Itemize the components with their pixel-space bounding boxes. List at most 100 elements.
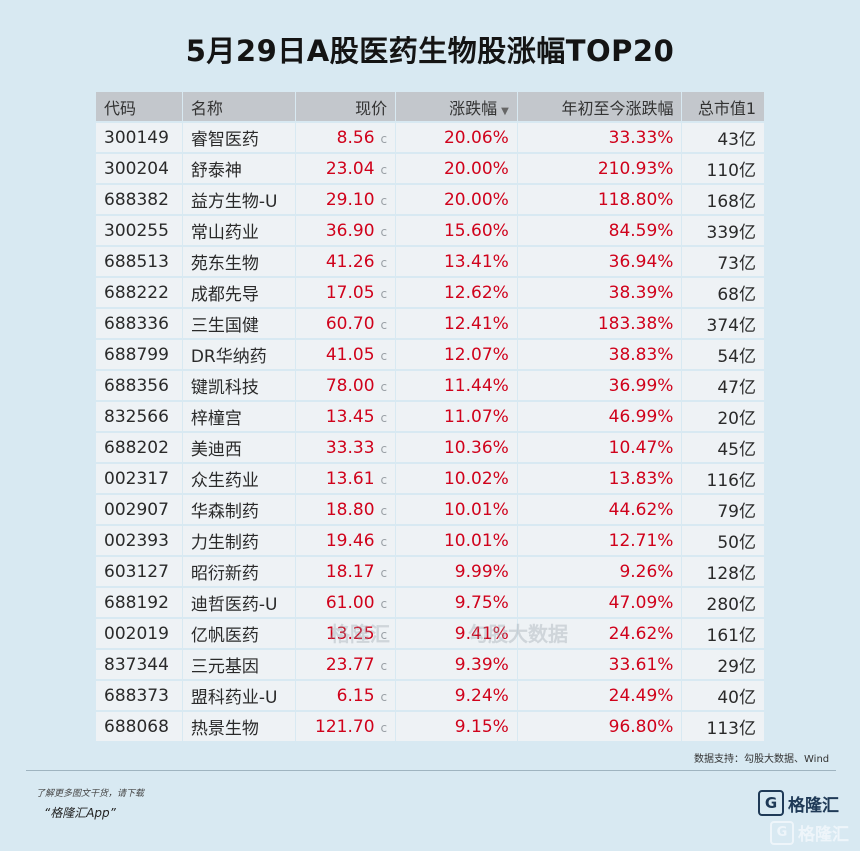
table-row[interactable]: 688373 盟科药业-U 6.15 c 9.24% 24.49% 40亿 xyxy=(96,681,764,710)
cell-change-value: 10.36% xyxy=(443,437,509,458)
cell-change: 11.44% xyxy=(395,371,517,400)
cell-ytd-value: 24.62% xyxy=(608,623,674,644)
cell-cap: 45亿 xyxy=(681,433,764,462)
cell-change-value: 9.41% xyxy=(454,623,509,644)
cell-code-value: 002317 xyxy=(104,468,169,489)
column-header-name[interactable]: 名称 xyxy=(181,92,295,121)
table-row[interactable]: 002317 众生药业 13.61 c 10.02% 13.83% 116亿 xyxy=(96,464,764,493)
price-marker: c xyxy=(380,193,388,208)
cell-price: 61.00 c xyxy=(294,588,396,617)
cell-ytd-value: 13.83% xyxy=(608,468,674,489)
table-row[interactable]: 603127 昭衍新药 18.17 c 9.99% 9.26% 128亿 xyxy=(96,557,764,586)
cell-code-value: 300204 xyxy=(104,158,169,179)
column-header-change[interactable]: 涨跌幅 ▼ xyxy=(395,92,517,121)
cell-cap: 73亿 xyxy=(681,247,764,276)
cell-code: 688068 xyxy=(96,712,182,741)
column-header-ytd[interactable]: 年初至今涨跌幅 xyxy=(516,92,682,121)
cell-code-value: 688799 xyxy=(104,344,169,365)
table-row[interactable]: 688068 热景生物 121.70 c 9.15% 96.80% 113亿 xyxy=(96,712,764,741)
table-row[interactable]: 688356 键凯科技 78.00 c 11.44% 36.99% 47亿 xyxy=(96,371,764,400)
cell-ytd-value: 84.59% xyxy=(608,220,674,241)
cell-name-value: 三生国健 xyxy=(190,316,259,336)
price-marker: c xyxy=(380,410,388,425)
sort-desc-icon[interactable]: ▼ xyxy=(501,105,509,117)
cell-name-value: 舒泰神 xyxy=(190,161,242,181)
cell-name: 苑东生物 xyxy=(181,247,295,276)
cell-change-value: 20.00% xyxy=(443,158,509,179)
table-row[interactable]: 832566 梓橦宫 13.45 c 11.07% 46.99% 20亿 xyxy=(96,402,764,431)
cell-code: 002317 xyxy=(96,464,182,493)
table-body: 300149 睿智医药 8.56 c 20.06% 33.33% 43亿 300204 舒泰神 2… xyxy=(96,123,764,741)
table-row[interactable]: 688513 苑东生物 41.26 c 13.41% 36.94% 73亿 xyxy=(96,247,764,276)
cell-cap-value: 110亿 xyxy=(706,161,756,181)
cell-code-value: 832566 xyxy=(104,406,169,427)
cell-code: 832566 xyxy=(96,402,182,431)
table-row[interactable]: 300204 舒泰神 23.04 c 20.00% 210.93% 110亿 xyxy=(96,154,764,183)
cell-cap: 168亿 xyxy=(681,185,764,214)
table-row[interactable]: 300149 睿智医药 8.56 c 20.06% 33.33% 43亿 xyxy=(96,123,764,152)
cell-change-value: 11.07% xyxy=(443,406,509,427)
cell-price: 8.56 c xyxy=(294,123,396,152)
cell-code: 688799 xyxy=(96,340,182,369)
table-row[interactable]: 300255 常山药业 36.90 c 15.60% 84.59% 339亿 xyxy=(96,216,764,245)
cell-change: 13.41% xyxy=(395,247,517,276)
column-header-price[interactable]: 现价 xyxy=(294,92,396,121)
cell-code-value: 002019 xyxy=(104,623,169,644)
cell-change: 9.15% xyxy=(395,712,517,741)
stock-table: 代码 名称 现价 涨跌幅 ▼ 年初至今涨跌幅 总市值1 300149 睿智医药 8.5… xyxy=(96,90,764,743)
price-marker: c xyxy=(380,162,388,177)
cell-cap-value: 45亿 xyxy=(717,440,756,460)
cell-name: 三生国健 xyxy=(181,309,295,338)
price-marker: c xyxy=(380,627,388,642)
table-row[interactable]: 688192 迪哲医药-U 61.00 c 9.75% 47.09% 280亿 xyxy=(96,588,764,617)
cell-price-value: 19.46 xyxy=(325,530,375,551)
cell-cap: 54亿 xyxy=(681,340,764,369)
cell-change-value: 10.02% xyxy=(443,468,509,489)
cell-price-value: 18.17 xyxy=(325,561,375,582)
table-row[interactable]: 002019 亿帆医药 13.25 c 9.41% 24.62% 161亿 xyxy=(96,619,764,648)
cell-ytd: 13.83% xyxy=(516,464,682,493)
cell-name-value: 梓橦宫 xyxy=(190,409,242,429)
cell-name: 华森制药 xyxy=(181,495,295,524)
cell-cap-value: 47亿 xyxy=(717,378,756,398)
table-row[interactable]: 002393 力生制药 19.46 c 10.01% 12.71% 50亿 xyxy=(96,526,764,555)
cell-change: 15.60% xyxy=(395,216,517,245)
cell-ytd: 44.62% xyxy=(516,495,682,524)
column-header-code[interactable]: 代码 xyxy=(96,92,182,121)
cell-price: 121.70 c xyxy=(294,712,396,741)
cell-cap-value: 43亿 xyxy=(717,130,756,150)
cell-ytd: 46.99% xyxy=(516,402,682,431)
cell-price-value: 78.00 xyxy=(325,375,375,396)
cell-price: 41.05 c xyxy=(294,340,396,369)
table-row[interactable]: 002907 华森制药 18.80 c 10.01% 44.62% 79亿 xyxy=(96,495,764,524)
cell-price: 41.26 c xyxy=(294,247,396,276)
cell-cap-value: 73亿 xyxy=(717,254,756,274)
cell-ytd: 36.94% xyxy=(516,247,682,276)
cell-name-value: 益方生物-U xyxy=(190,192,278,212)
table-row[interactable]: 688222 成都先导 17.05 c 12.62% 38.39% 68亿 xyxy=(96,278,764,307)
column-header-cap[interactable]: 总市值1 xyxy=(681,92,764,121)
cell-change: 11.07% xyxy=(395,402,517,431)
cell-cap-value: 29亿 xyxy=(717,657,756,677)
table-row[interactable]: 837344 三元基因 23.77 c 9.39% 33.61% 29亿 xyxy=(96,650,764,679)
cell-change: 12.62% xyxy=(395,278,517,307)
price-marker: c xyxy=(380,565,388,580)
cell-price-value: 121.70 xyxy=(315,716,375,737)
cell-name: 美迪西 xyxy=(181,433,295,462)
cell-ytd: 47.09% xyxy=(516,588,682,617)
cell-price: 36.90 c xyxy=(294,216,396,245)
cell-cap: 128亿 xyxy=(681,557,764,586)
cell-price-value: 6.15 xyxy=(336,685,375,706)
cell-change: 10.01% xyxy=(395,495,517,524)
table-row[interactable]: 688799 DR华纳药 41.05 c 12.07% 38.83% 54亿 xyxy=(96,340,764,369)
cell-price-value: 8.56 xyxy=(336,127,375,148)
price-marker: c xyxy=(380,131,388,146)
table-row[interactable]: 688202 美迪西 33.33 c 10.36% 10.47% 45亿 xyxy=(96,433,764,462)
cell-cap: 374亿 xyxy=(681,309,764,338)
cell-change-value: 20.00% xyxy=(443,189,509,210)
cell-name: 常山药业 xyxy=(181,216,295,245)
cell-name-value: 亿帆医药 xyxy=(190,626,259,646)
table-row[interactable]: 688336 三生国健 60.70 c 12.41% 183.38% 374亿 xyxy=(96,309,764,338)
table-row[interactable]: 688382 益方生物-U 29.10 c 20.00% 118.80% 168亿 xyxy=(96,185,764,214)
page-title: 5月29日A股医药生物股涨幅TOP20 xyxy=(185,34,675,68)
